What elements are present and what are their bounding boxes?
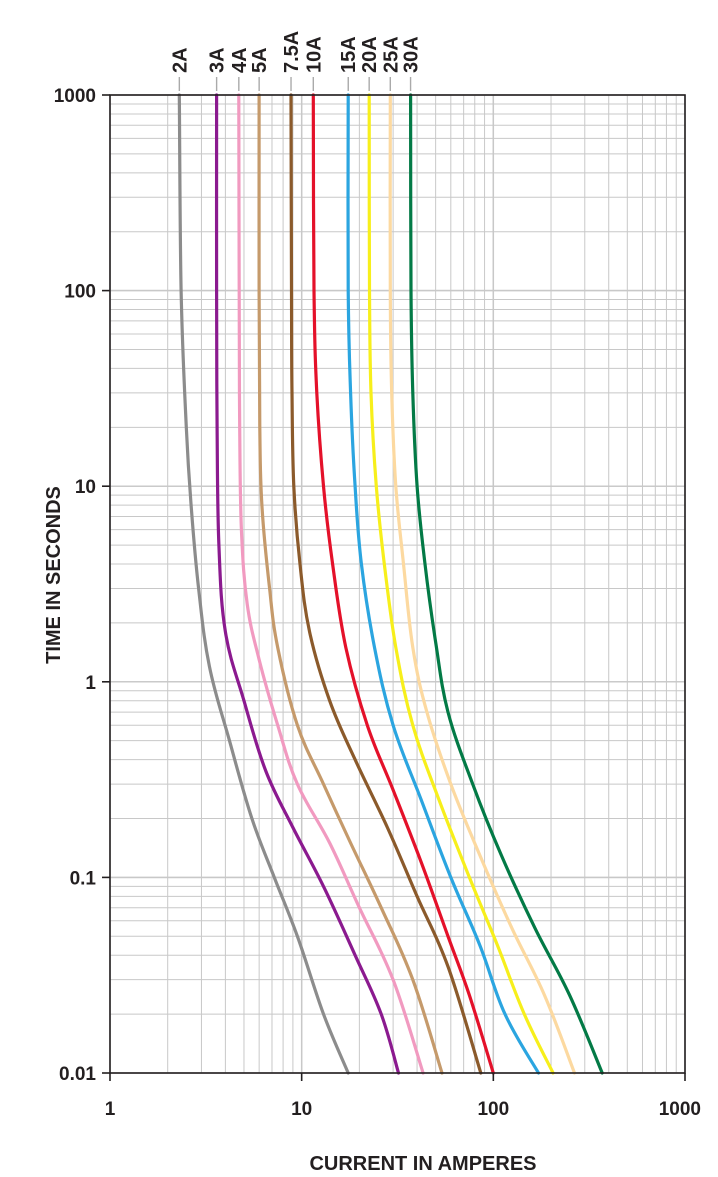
series-label-30a: 30A	[401, 36, 423, 73]
x-axis-title: CURRENT IN AMPERES	[309, 1153, 536, 1175]
series-line-25a	[388, 93, 577, 1075]
x-tick-label: 1000	[659, 1099, 701, 1120]
y-tick-label: 100	[64, 282, 96, 303]
series-label-4a: 4A	[229, 47, 251, 73]
plot-border	[109, 94, 686, 1074]
series-label-5a: 5A	[249, 47, 271, 73]
series-line-20a	[367, 93, 555, 1075]
series-line-15a	[346, 93, 541, 1075]
series-line-5a	[257, 93, 444, 1075]
y-tick-label: 1000	[54, 86, 96, 107]
series-label-15a: 15A	[338, 36, 360, 73]
series-curves	[177, 93, 604, 1075]
x-tick-label: 10	[291, 1099, 312, 1120]
series-label-7-5a: 7.5A	[281, 31, 303, 73]
y-tick-labels: 0.01 0.1 1 10 100 1000	[54, 86, 97, 1085]
x-tick-labels: 1 10 100 1000	[105, 1099, 701, 1120]
series-label-3a: 3A	[207, 47, 229, 73]
series-label-20a: 20A	[359, 36, 381, 73]
series-line-30a	[409, 93, 604, 1075]
x-tick-label: 1	[105, 1099, 116, 1120]
series-label-10a: 10A	[303, 36, 325, 73]
series-line-3a	[214, 93, 401, 1075]
series-line-10a	[311, 93, 495, 1075]
x-tick-label: 100	[477, 1099, 509, 1120]
y-tick-label: 0.01	[59, 1064, 96, 1085]
series-line-4a	[237, 93, 425, 1075]
plot-frame	[102, 94, 686, 1081]
y-tick-label: 1	[85, 673, 96, 694]
y-axis-title: TIME IN SECONDS	[43, 486, 65, 664]
y-tick-label: 10	[75, 477, 96, 498]
series-label-2a: 2A	[169, 47, 191, 73]
grid-lines	[109, 94, 686, 1074]
series-label-25a: 25A	[380, 36, 402, 73]
series-line-2a	[177, 93, 350, 1075]
y-tick-label: 0.1	[70, 868, 97, 889]
series-line-7-5a	[289, 93, 483, 1075]
